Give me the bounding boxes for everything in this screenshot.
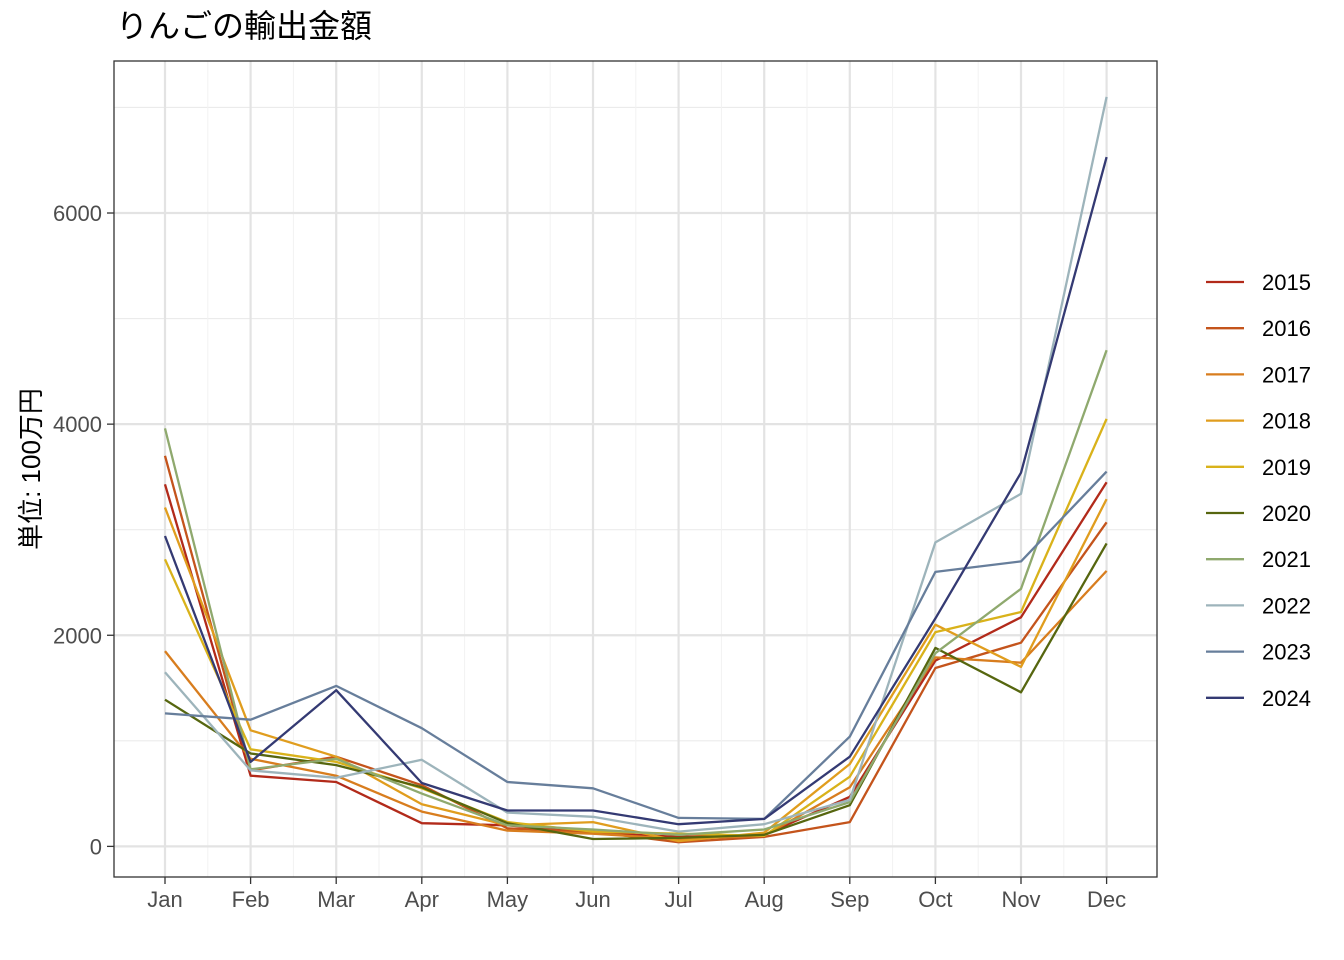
legend-label-2022: 2022 xyxy=(1262,593,1311,618)
series-lines xyxy=(163,96,1108,844)
y-tick-label: 2000 xyxy=(53,623,102,648)
legend-label-2020: 2020 xyxy=(1262,501,1311,526)
legend-label-2016: 2016 xyxy=(1262,316,1311,341)
x-tick-label: May xyxy=(487,887,529,912)
y-tick-label: 6000 xyxy=(53,201,102,226)
chart-title: りんごの輸出金額 xyxy=(116,8,372,44)
x-tick-label: Jan xyxy=(147,887,182,912)
series-line-2021 xyxy=(163,349,1108,836)
x-tick-label: Jun xyxy=(575,887,610,912)
x-tick-label: Apr xyxy=(405,887,439,912)
legend: 2015 2016 2017 2018 2019 2020 2021 2022 2023 2024 xyxy=(1206,270,1311,711)
legend-label-2023: 2023 xyxy=(1262,640,1311,665)
series-line-2020 xyxy=(164,542,1108,841)
y-axis-title: 単位: 100万円 xyxy=(16,388,46,550)
legend-label-2019: 2019 xyxy=(1262,455,1311,480)
legend-label-2017: 2017 xyxy=(1262,362,1311,387)
y-tick-label: 4000 xyxy=(53,412,102,437)
x-tick-label: Dec xyxy=(1087,887,1126,912)
y-tick-label: 0 xyxy=(90,834,102,859)
series-line-2024 xyxy=(163,156,1108,826)
x-tick-label: Sep xyxy=(830,887,869,912)
series-line-2023 xyxy=(164,470,1108,821)
legend-label-2018: 2018 xyxy=(1262,409,1311,434)
series-line-2015 xyxy=(163,481,1108,839)
legend-label-2015: 2015 xyxy=(1262,270,1311,295)
legend-label-2024: 2024 xyxy=(1262,686,1311,711)
x-tick-label: Oct xyxy=(918,887,952,912)
x-tick-label: Feb xyxy=(232,887,270,912)
x-tick-label: Jul xyxy=(665,887,693,912)
x-tick-label: Aug xyxy=(745,887,784,912)
x-tick-label: Mar xyxy=(317,887,355,912)
series-line-2022 xyxy=(164,96,1108,833)
plot-border xyxy=(113,60,1158,878)
legend-label-2021: 2021 xyxy=(1262,547,1311,572)
grid-lines xyxy=(114,61,1157,877)
axes: 0 2000 4000 6000 Jan Feb Mar Apr May Jun Jul Aug Sep… xyxy=(53,201,1126,912)
x-tick-label: Nov xyxy=(1001,887,1040,912)
series-line-2017 xyxy=(164,570,1108,841)
